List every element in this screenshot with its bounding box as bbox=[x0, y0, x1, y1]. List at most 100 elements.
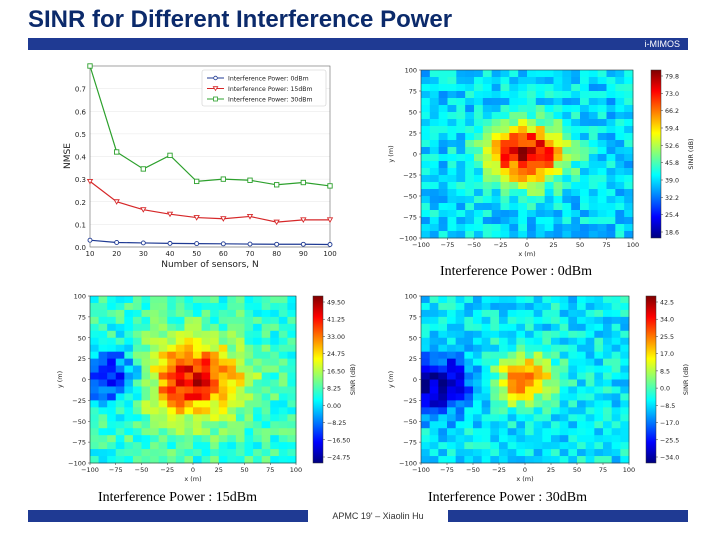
heatmap-cell bbox=[201, 365, 211, 373]
heatmap-cell bbox=[244, 442, 254, 450]
heatmap-cell bbox=[611, 414, 621, 422]
heatmap-cell bbox=[429, 91, 440, 99]
heatmap-cell bbox=[115, 428, 125, 436]
heatmap-cell bbox=[115, 309, 125, 318]
heatmap-cell bbox=[456, 84, 466, 92]
heatmap-cell bbox=[429, 224, 440, 232]
heatmap-cell bbox=[90, 400, 99, 408]
heatmap-cell bbox=[490, 351, 500, 360]
heatmap-cell bbox=[542, 407, 552, 415]
heatmap-cell bbox=[542, 442, 552, 450]
heatmap-cell bbox=[287, 344, 297, 353]
heatmap-cell bbox=[603, 296, 613, 304]
heatmap-cell bbox=[98, 435, 108, 443]
heatmap-cell bbox=[447, 400, 457, 408]
heatmap-cell bbox=[98, 316, 108, 325]
heatmap-cell bbox=[132, 365, 142, 373]
heatmap-cell bbox=[551, 365, 561, 373]
heatmap-cell bbox=[500, 98, 510, 106]
heatmap-cell bbox=[535, 154, 546, 162]
heatmap-cell bbox=[553, 84, 563, 92]
heatmap-cell bbox=[516, 414, 526, 422]
heatmap-cell bbox=[150, 379, 160, 387]
heatmap-xtick-label: −25 bbox=[160, 466, 174, 474]
heatmap-cell bbox=[606, 84, 616, 92]
heatmap-cell bbox=[438, 296, 448, 304]
heatmap-cell bbox=[544, 196, 554, 204]
heatmap-cell bbox=[184, 449, 194, 457]
heatmap-cell bbox=[624, 147, 634, 155]
heatmap-cell bbox=[158, 421, 168, 429]
heatmap-cell bbox=[464, 442, 474, 450]
nmse-data-point bbox=[86, 178, 94, 185]
heatmap-cell bbox=[447, 147, 457, 155]
heatmap-cell bbox=[585, 309, 595, 318]
heatmap-cell bbox=[124, 323, 134, 332]
heatmap-cell bbox=[438, 112, 448, 120]
heatmap-cell bbox=[201, 414, 211, 422]
heatmap-cell bbox=[509, 231, 519, 239]
heatmap-cell bbox=[606, 168, 616, 176]
colorbar-tick-label: 66.2 bbox=[665, 108, 679, 115]
heatmap-cell bbox=[542, 456, 552, 464]
heatmap-cell bbox=[562, 105, 572, 113]
heatmap-cell bbox=[141, 372, 151, 380]
heatmap-cell bbox=[516, 372, 526, 380]
heatmap-cell bbox=[559, 351, 569, 360]
heatmap-cell bbox=[270, 442, 280, 450]
heatmap-cell bbox=[429, 330, 439, 339]
heatmap-cell bbox=[624, 98, 634, 106]
heatmap-cell bbox=[421, 224, 431, 232]
heatmap-cell bbox=[124, 337, 134, 346]
heatmap-cell bbox=[500, 70, 510, 78]
heatmap-cell bbox=[278, 323, 288, 332]
heatmap-cell bbox=[568, 428, 578, 436]
heatmap-cell bbox=[141, 351, 151, 360]
heatmap-cell bbox=[553, 133, 563, 141]
nmse-data-point bbox=[140, 166, 146, 172]
heatmap-cell bbox=[473, 309, 483, 318]
heatmap-cell bbox=[167, 400, 177, 408]
heatmap-cell bbox=[507, 428, 517, 436]
heatmap-cell bbox=[473, 316, 483, 325]
heatmap-cell bbox=[167, 302, 177, 311]
heatmap-cell bbox=[516, 449, 526, 457]
heatmap-cell bbox=[509, 175, 519, 183]
heatmap-cell bbox=[615, 189, 625, 197]
heatmap-cell bbox=[577, 400, 587, 408]
heatmap-cell bbox=[562, 147, 572, 155]
heatmap-ytick-label: −25 bbox=[403, 397, 417, 405]
heatmap-cell bbox=[150, 372, 160, 380]
heatmap-cell bbox=[464, 309, 474, 318]
heatmap-cell bbox=[210, 407, 220, 415]
heatmap-cell bbox=[429, 309, 439, 318]
heatmap-cell bbox=[447, 231, 457, 239]
heatmap-xtick-label: −25 bbox=[492, 466, 506, 474]
heatmap-cell bbox=[611, 456, 621, 464]
heatmap-cell bbox=[218, 372, 228, 380]
heatmap-cell bbox=[98, 351, 108, 360]
heatmap-cell bbox=[115, 358, 125, 366]
heatmap-cell bbox=[201, 421, 211, 429]
colorbar-tick-label: 33.00 bbox=[327, 334, 345, 341]
heatmap-cell bbox=[193, 456, 202, 464]
heatmap-cell bbox=[218, 449, 228, 457]
heatmap-cell bbox=[491, 91, 501, 99]
heatmap-cell bbox=[615, 147, 625, 155]
heatmap-cell bbox=[499, 449, 509, 457]
heatmap-cell bbox=[429, 210, 440, 218]
heatmap-cell bbox=[218, 428, 228, 436]
heatmap-cell bbox=[235, 365, 245, 373]
heatmap-xtick-label: 75 bbox=[599, 466, 607, 474]
heatmap-cell bbox=[184, 309, 194, 318]
heatmap-cell bbox=[150, 330, 160, 339]
heatmap-cell bbox=[507, 393, 517, 401]
heatmap-cell bbox=[465, 217, 475, 225]
heatmap-cell bbox=[481, 316, 491, 325]
heatmap-cell bbox=[429, 393, 439, 401]
heatmap-cell bbox=[429, 372, 439, 380]
heatmap-cell bbox=[175, 393, 185, 401]
heatmap-cell bbox=[124, 372, 134, 380]
colorbar-tick-label: 17.0 bbox=[660, 351, 674, 358]
heatmap-cell bbox=[606, 70, 616, 78]
